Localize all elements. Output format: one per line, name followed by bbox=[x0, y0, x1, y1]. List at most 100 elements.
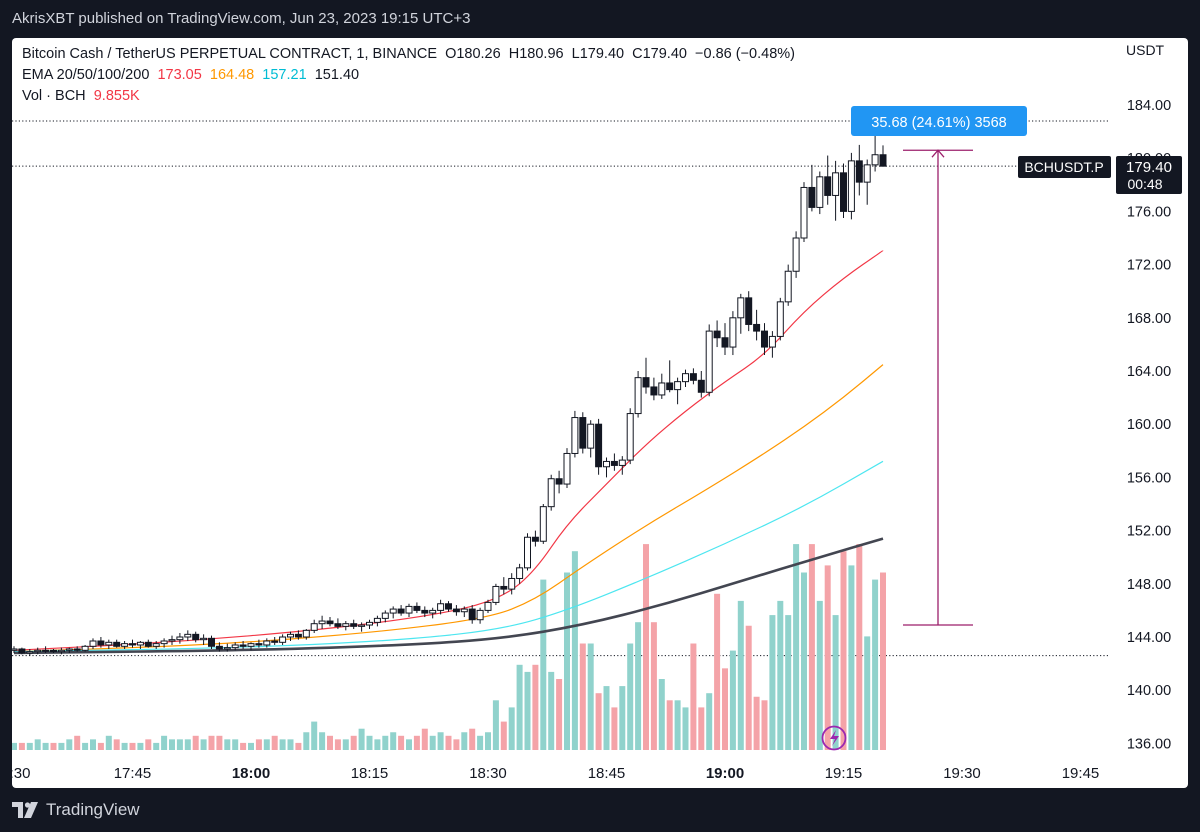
candle[interactable] bbox=[271, 637, 279, 645]
candle[interactable] bbox=[524, 533, 531, 571]
candle[interactable] bbox=[658, 373, 666, 399]
candle[interactable] bbox=[294, 630, 302, 640]
candle[interactable] bbox=[389, 606, 397, 619]
candle[interactable] bbox=[761, 323, 768, 356]
candle[interactable] bbox=[832, 160, 840, 221]
candle[interactable] bbox=[768, 331, 776, 358]
candle[interactable] bbox=[223, 643, 231, 652]
candle[interactable] bbox=[200, 634, 208, 645]
candle[interactable] bbox=[12, 646, 18, 653]
candle[interactable] bbox=[579, 412, 587, 454]
candle[interactable] bbox=[89, 638, 97, 649]
candle[interactable] bbox=[366, 619, 373, 630]
candle[interactable] bbox=[847, 152, 855, 220]
candle[interactable] bbox=[705, 324, 713, 397]
candle[interactable] bbox=[626, 408, 634, 465]
candle[interactable] bbox=[682, 369, 689, 387]
candle[interactable] bbox=[753, 309, 761, 341]
candle[interactable] bbox=[326, 617, 334, 627]
candle[interactable] bbox=[373, 615, 381, 627]
candle[interactable] bbox=[65, 647, 73, 653]
candle[interactable] bbox=[539, 504, 547, 544]
candle[interactable] bbox=[650, 377, 658, 401]
candle[interactable] bbox=[776, 297, 784, 341]
candle[interactable] bbox=[215, 642, 223, 652]
symbol-row[interactable]: Bitcoin Cash / TetherUS PERPETUAL CONTRA… bbox=[22, 44, 795, 65]
candle[interactable] bbox=[603, 457, 610, 478]
candle[interactable] bbox=[618, 456, 626, 475]
ema-row[interactable]: EMA 20/50/100/200 173.05 164.48 157.21 1… bbox=[22, 65, 795, 86]
candle[interactable] bbox=[144, 639, 152, 648]
candle[interactable] bbox=[239, 640, 247, 649]
candle[interactable] bbox=[863, 159, 871, 205]
candle[interactable] bbox=[208, 635, 215, 649]
candle[interactable] bbox=[547, 474, 555, 511]
candlesticks[interactable] bbox=[12, 120, 887, 656]
candle[interactable] bbox=[729, 311, 737, 356]
candle[interactable] bbox=[792, 231, 800, 278]
candle[interactable] bbox=[34, 647, 42, 655]
candle[interactable] bbox=[634, 371, 642, 418]
candle[interactable] bbox=[721, 323, 729, 356]
candle[interactable] bbox=[587, 420, 595, 458]
candle[interactable] bbox=[381, 610, 389, 623]
candle[interactable] bbox=[555, 470, 563, 494]
candle[interactable] bbox=[808, 164, 816, 212]
candle[interactable] bbox=[437, 599, 445, 615]
candle[interactable] bbox=[334, 618, 342, 630]
candle[interactable] bbox=[745, 291, 753, 332]
candle[interactable] bbox=[18, 647, 26, 655]
candle[interactable] bbox=[595, 418, 603, 475]
candle[interactable] bbox=[42, 646, 50, 653]
candle[interactable] bbox=[674, 377, 682, 405]
candle[interactable] bbox=[800, 182, 808, 242]
candle[interactable] bbox=[855, 144, 863, 196]
candle[interactable] bbox=[531, 530, 539, 547]
candle[interactable] bbox=[263, 638, 271, 648]
candle[interactable] bbox=[81, 644, 89, 652]
candle[interactable] bbox=[26, 648, 34, 656]
candle[interactable] bbox=[737, 293, 745, 334]
tradingview-logo[interactable]: TradingView bbox=[12, 800, 140, 820]
candle[interactable] bbox=[176, 633, 184, 644]
candle[interactable] bbox=[500, 577, 508, 595]
candle[interactable] bbox=[571, 410, 579, 458]
candle[interactable] bbox=[445, 601, 452, 612]
candle[interactable] bbox=[121, 640, 129, 649]
candle[interactable] bbox=[358, 622, 366, 632]
candle[interactable] bbox=[476, 607, 484, 624]
candle[interactable] bbox=[516, 563, 524, 584]
candle[interactable] bbox=[816, 171, 824, 215]
candle[interactable] bbox=[152, 640, 160, 649]
candle[interactable] bbox=[697, 371, 705, 398]
candle[interactable] bbox=[429, 607, 437, 619]
candle[interactable] bbox=[484, 599, 492, 614]
time-axis[interactable]: :30 17:45 18:00 18:15 18:30 18:45 19:00 19:15 19… bbox=[12, 765, 1099, 782]
candle[interactable] bbox=[405, 603, 413, 618]
candle[interactable] bbox=[397, 605, 405, 616]
chart-panel[interactable]: 35.68 (24.61%) 3568 USDT 184.00180.00176… bbox=[12, 38, 1188, 788]
replay-icon[interactable] bbox=[821, 725, 847, 751]
price-chart[interactable]: 35.68 (24.61%) 3568 USDT 184.00180.00176… bbox=[12, 38, 1188, 788]
candle[interactable] bbox=[105, 639, 113, 649]
candle[interactable] bbox=[279, 634, 287, 645]
candle[interactable] bbox=[824, 155, 832, 205]
candle[interactable] bbox=[666, 360, 674, 393]
candle[interactable] bbox=[168, 635, 176, 645]
candle[interactable] bbox=[421, 606, 429, 618]
candle[interactable] bbox=[247, 642, 255, 651]
volume-row[interactable]: Vol · BCH 9.855K bbox=[22, 86, 795, 107]
candle[interactable] bbox=[460, 606, 468, 618]
candle[interactable] bbox=[413, 602, 421, 614]
candle[interactable] bbox=[255, 639, 263, 648]
candle[interactable] bbox=[160, 638, 168, 648]
candle[interactable] bbox=[184, 630, 192, 641]
price-range-tool[interactable]: 35.68 (24.61%) 3568 bbox=[851, 106, 1027, 626]
candle[interactable] bbox=[452, 605, 460, 616]
candle[interactable] bbox=[784, 264, 792, 306]
candle[interactable] bbox=[113, 639, 121, 648]
candle[interactable] bbox=[73, 646, 81, 652]
candle[interactable] bbox=[610, 453, 618, 471]
candle[interactable] bbox=[310, 619, 318, 634]
candle[interactable] bbox=[50, 648, 57, 653]
